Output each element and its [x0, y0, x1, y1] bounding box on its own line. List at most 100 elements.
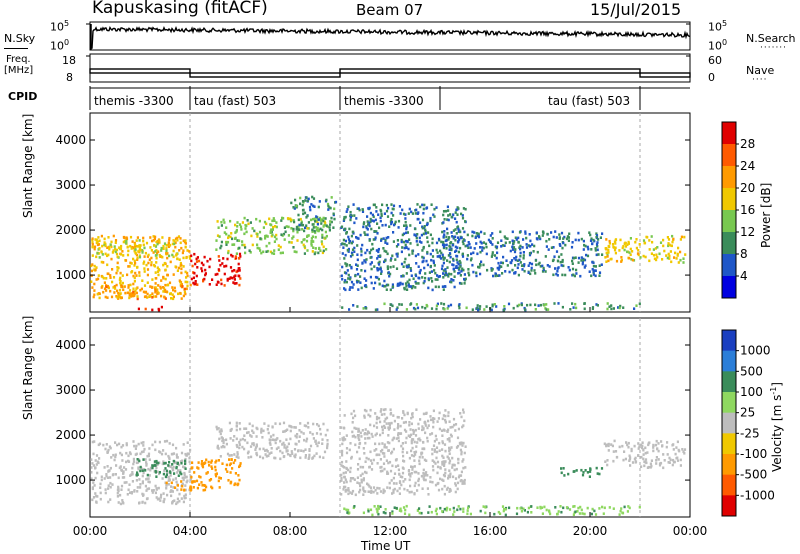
data-cell — [326, 439, 329, 442]
data-cell — [266, 235, 269, 238]
data-cell — [341, 252, 344, 255]
data-cell — [220, 436, 223, 439]
data-cell — [443, 462, 446, 465]
data-cell — [431, 418, 434, 421]
data-cell — [498, 274, 501, 277]
data-cell — [191, 461, 194, 464]
data-cell — [250, 435, 253, 438]
data-cell — [433, 264, 436, 267]
data-cell — [138, 274, 141, 277]
data-cell — [618, 249, 621, 252]
data-cell — [171, 242, 174, 246]
data-cell — [450, 280, 453, 284]
data-cell — [343, 242, 346, 246]
data-cell — [225, 438, 228, 442]
data-cell — [176, 238, 179, 242]
data-cell — [116, 495, 119, 498]
data-cell — [169, 260, 172, 264]
data-cell — [133, 276, 136, 280]
data-cell — [384, 223, 387, 227]
data-cell — [521, 268, 524, 271]
data-cell — [435, 307, 438, 311]
data-cell — [121, 250, 124, 253]
data-cell — [369, 211, 372, 215]
data-cell — [183, 290, 186, 294]
data-cell — [133, 444, 136, 448]
data-cell — [178, 279, 181, 282]
data-cell — [283, 443, 286, 447]
data-cell — [345, 488, 348, 492]
data-cell — [622, 458, 625, 462]
data-cell — [92, 295, 95, 299]
data-cell — [660, 440, 663, 443]
data-cell — [226, 277, 229, 281]
data-cell — [220, 282, 223, 286]
data-cell — [343, 287, 346, 290]
data-cell — [416, 243, 419, 247]
data-cell — [541, 234, 544, 237]
data-cell — [675, 257, 678, 260]
data-cell — [134, 248, 137, 251]
data-cell — [680, 235, 683, 239]
data-cell — [229, 276, 232, 279]
data-cell — [578, 512, 581, 515]
data-cell — [341, 277, 344, 281]
data-cell — [535, 263, 538, 267]
data-cell — [628, 251, 631, 254]
data-cell — [467, 271, 470, 275]
data-cell — [454, 245, 457, 249]
data-cell — [564, 243, 567, 247]
data-cell — [258, 219, 261, 223]
data-cell — [617, 306, 620, 309]
data-cell — [363, 414, 366, 418]
data-cell — [138, 478, 141, 481]
data-cell — [350, 241, 353, 245]
data-cell — [363, 231, 366, 234]
data-cell — [405, 285, 408, 288]
data-cell — [107, 487, 110, 490]
data-cell — [604, 460, 607, 463]
data-cell — [232, 461, 235, 465]
data-cell — [125, 460, 128, 464]
data-cell — [403, 224, 406, 227]
data-cell — [473, 247, 476, 250]
data-cell — [314, 247, 317, 250]
data-cell — [274, 225, 277, 228]
data-cell — [168, 460, 171, 464]
data-cell — [461, 227, 465, 230]
data-cell — [414, 434, 418, 437]
data-cell — [217, 226, 220, 229]
data-cell — [391, 285, 395, 289]
data-cell — [608, 245, 611, 248]
data-cell — [592, 264, 595, 268]
data-cell — [404, 441, 407, 444]
xlabel: Time UT — [361, 539, 411, 553]
data-cell — [166, 252, 169, 255]
data-cell — [528, 261, 531, 265]
data-cell — [354, 435, 357, 439]
data-cell — [281, 451, 284, 455]
data-cell — [368, 251, 372, 255]
data-cell — [351, 248, 355, 251]
data-cell — [229, 429, 232, 432]
data-cell — [249, 434, 252, 437]
data-cell — [274, 422, 277, 425]
data-cell — [164, 297, 167, 300]
data-cell — [492, 274, 495, 278]
data-cell — [122, 470, 125, 473]
data-cell — [363, 259, 366, 262]
data-cell — [279, 457, 282, 461]
data-cell — [231, 237, 234, 241]
data-cell — [408, 253, 411, 257]
data-cell — [306, 199, 309, 202]
data-cell — [365, 279, 368, 282]
data-cell — [301, 223, 305, 227]
data-cell — [211, 278, 214, 281]
data-cell — [185, 256, 188, 260]
data-cell — [404, 420, 407, 424]
data-cell — [551, 259, 555, 263]
data-cell — [426, 426, 429, 430]
data-cell — [319, 427, 322, 431]
data-cell — [233, 243, 236, 246]
data-cell — [431, 280, 434, 283]
